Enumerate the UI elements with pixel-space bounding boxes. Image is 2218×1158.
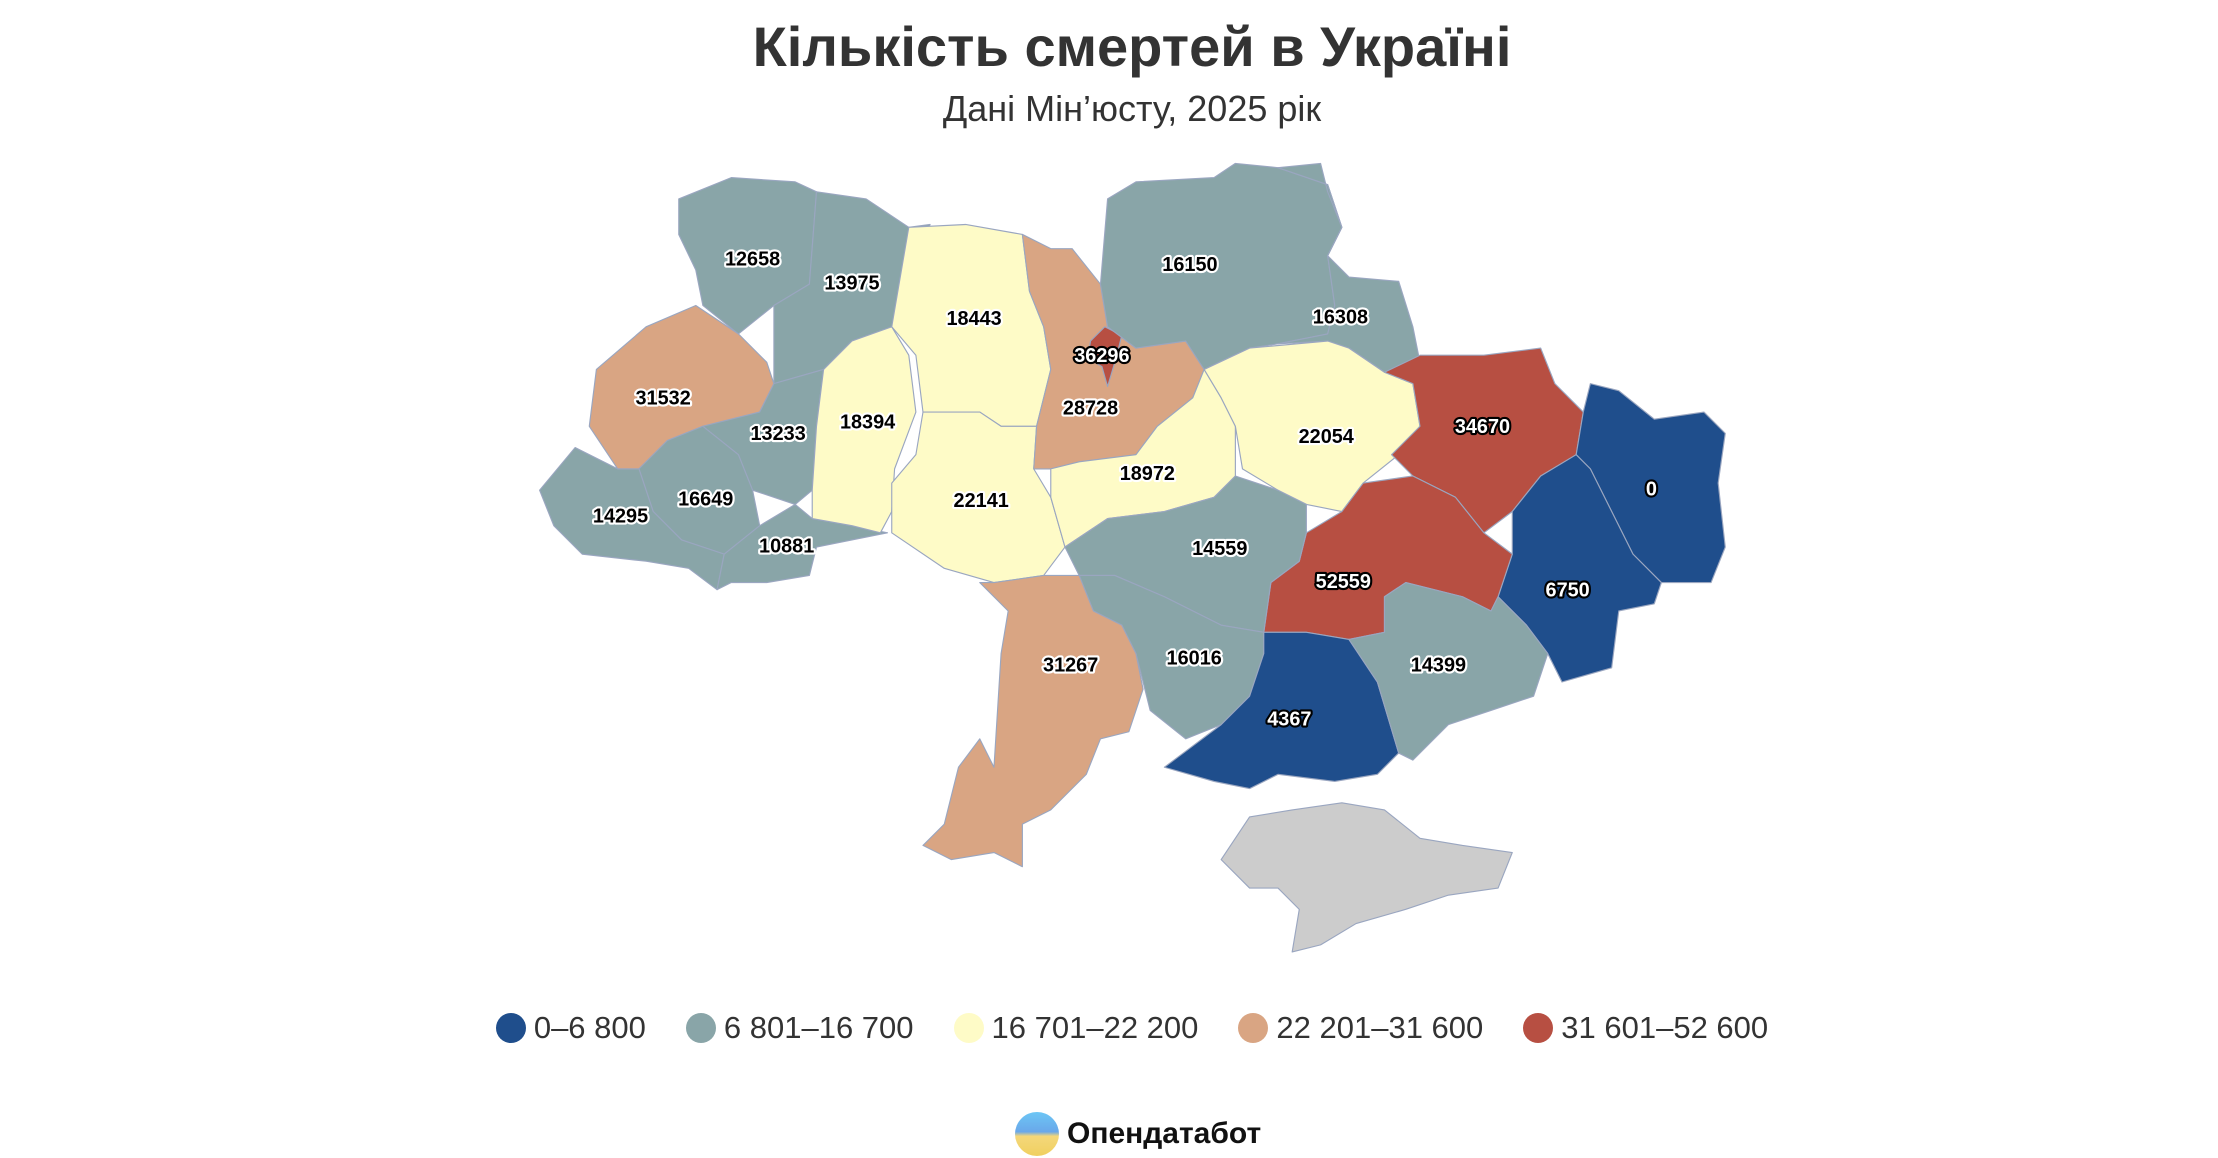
region-value-label: 14295 xyxy=(593,505,648,527)
region-value-label: 14399 xyxy=(1411,655,1466,677)
region-value-label: 13975 xyxy=(824,272,879,294)
legend-label: 16 701–22 200 xyxy=(991,1010,1199,1045)
region-donetsk[interactable] xyxy=(1497,454,1662,683)
legend-dot-icon xyxy=(953,1013,984,1043)
region-value-label: 34670 xyxy=(1455,416,1510,438)
region-value-label: 4367 xyxy=(1267,709,1311,731)
region-crimea[interactable] xyxy=(1220,802,1513,953)
opendatabot-logo: Опендатабот xyxy=(1015,1112,1261,1156)
region-value-label: 12658 xyxy=(725,248,780,270)
opendatabot-logo-icon xyxy=(1015,1112,1059,1156)
region-value-label: 28728 xyxy=(1063,397,1118,419)
region-chernivtsi[interactable] xyxy=(716,503,889,591)
legend-dot-icon xyxy=(1523,1013,1554,1043)
region-value-label: 6750 xyxy=(1546,579,1590,601)
region-value-label: 16308 xyxy=(1313,307,1368,329)
region-value-label: 16150 xyxy=(1162,254,1217,276)
region-value-label: 31532 xyxy=(635,388,690,410)
region-value-label: 36296 xyxy=(1074,345,1129,367)
region-value-label: 18972 xyxy=(1120,463,1175,485)
legend-dot-icon xyxy=(495,1013,526,1043)
map-subtitle: Дані Мін’юсту, 2025 рік xyxy=(942,88,1322,129)
legend-item[interactable]: 16 701–22 200 xyxy=(953,1010,1199,1046)
legend-dot-icon xyxy=(685,1013,716,1043)
region-value-label: 0 xyxy=(1646,478,1657,500)
legend-dot-icon xyxy=(1238,1013,1269,1043)
legend-label: 0–6 800 xyxy=(533,1010,646,1045)
region-value-label: 52559 xyxy=(1316,571,1371,593)
region-odesa[interactable] xyxy=(922,574,1144,868)
legend-label: 22 201–31 600 xyxy=(1276,1010,1484,1045)
region-value-label: 18443 xyxy=(946,308,1001,330)
legend-label: 31 601–52 600 xyxy=(1561,1010,1769,1045)
region-value-label: 18394 xyxy=(840,412,895,434)
legend-item[interactable]: 0–6 800 xyxy=(495,1010,646,1046)
legend-label: 6 801–16 700 xyxy=(723,1010,914,1045)
region-value-label: 13233 xyxy=(751,423,806,445)
region-poltava[interactable] xyxy=(1203,340,1421,513)
region-value-label: 16016 xyxy=(1167,648,1222,670)
legend-item[interactable]: 6 801–16 700 xyxy=(685,1010,914,1046)
region-vinnytsia[interactable] xyxy=(891,411,1066,584)
region-value-label: 16649 xyxy=(678,488,733,510)
logo-text: Опендатабот xyxy=(1067,1117,1262,1150)
region-value-label: 14559 xyxy=(1192,538,1247,560)
region-zaporizhzhia[interactable] xyxy=(1348,581,1549,761)
legend-item[interactable]: 31 601–52 600 xyxy=(1523,1010,1768,1046)
region-value-label: 22054 xyxy=(1299,426,1354,448)
region-value-label: 22141 xyxy=(954,490,1009,512)
legend-item[interactable]: 22 201–31 600 xyxy=(1238,1010,1483,1046)
region-value-label: 31267 xyxy=(1043,655,1098,677)
region-kyiv-city[interactable] xyxy=(1087,326,1123,388)
legend: 0–6 800 6 801–16 700 16 701–22 200 22 20… xyxy=(0,1010,2218,1046)
region-value-label: 10881 xyxy=(759,535,814,557)
map-title: Кількість смертей в Україні xyxy=(752,15,1512,78)
